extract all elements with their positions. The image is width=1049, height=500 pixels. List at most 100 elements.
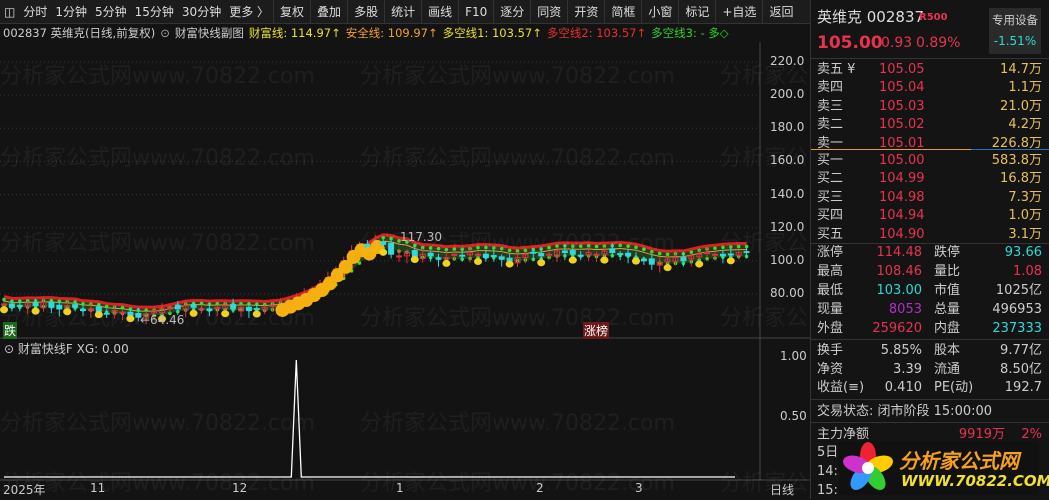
period-tab[interactable]: 1分钟 [55, 4, 87, 19]
toolbar-button[interactable]: 同资 [530, 0, 567, 24]
bid-label: 买五 [817, 226, 844, 242]
fund-value: 8.50亿 [1000, 361, 1042, 377]
candle-body [119, 311, 126, 314]
quote-row: 卖四 105.04 1.1万 [811, 78, 1049, 97]
toolbar-button[interactable]: 多股 [347, 0, 384, 24]
green-dot [144, 308, 148, 312]
quote-row: 买二 104.99 16.8万 [811, 169, 1049, 188]
indicator-toggle-icon[interactable]: ⊙ [160, 26, 170, 40]
sector-box[interactable]: 专用设备 -1.51% [989, 8, 1041, 54]
green-dot [381, 235, 386, 240]
price-pct: 0.89% [916, 35, 961, 51]
candle-body [56, 304, 63, 310]
sector-pct: -1.51% [993, 34, 1037, 48]
y-tick-label: 200.0 [770, 87, 805, 102]
wealth-band [4, 234, 747, 316]
five-day-label: 5日 [817, 445, 839, 460]
stat-value: 108.46 [876, 264, 923, 279]
gold-marker [600, 256, 609, 264]
bid-label: 买三 [817, 189, 844, 205]
indicator-toggle-icon[interactable]: ⊙ [4, 342, 18, 356]
rise-tag: 涨榜 [583, 322, 610, 339]
toolbar-button[interactable]: 返回 [762, 0, 799, 24]
stat-label: 最低 [817, 283, 844, 298]
candle-body [388, 242, 395, 255]
candle-body [245, 306, 252, 312]
gold-marker [189, 309, 198, 317]
fund-label: 收益(≡) [817, 380, 865, 395]
ask-volume: 226.8万 [991, 135, 1042, 151]
gold-marker [442, 259, 451, 267]
r-badge: R500 [919, 12, 948, 23]
green-dot [515, 249, 520, 253]
green-dot [721, 245, 725, 250]
kline-chart[interactable] [0, 0, 810, 499]
chart-title: 002837 英维克(日线,前复权) [3, 26, 156, 40]
toolbar-button[interactable]: 复权 [273, 0, 310, 24]
quote-row: 主力净额 9919万 2% [811, 425, 1049, 444]
fund-label: 净资 [817, 361, 844, 377]
toolbar-button[interactable]: 小窗 [641, 0, 678, 24]
green-dot [484, 245, 488, 250]
toolbar-button[interactable]: 简框 [604, 0, 641, 24]
period-tab[interactable]: 15分钟 [134, 4, 174, 19]
period-tab[interactable]: 分时 [23, 4, 48, 19]
candle-body [143, 313, 150, 319]
candle-body [238, 306, 244, 312]
green-dot [357, 261, 362, 265]
toolbar-button[interactable]: +自选 [715, 0, 762, 24]
fund-value: 192.7 [1004, 380, 1042, 395]
green-dot [262, 302, 267, 307]
stat-value: 1025亿 [995, 283, 1042, 298]
toolbar-button[interactable]: F10 [458, 0, 493, 24]
green-dot [215, 302, 220, 306]
candle-body [182, 305, 189, 311]
green-dot [104, 304, 109, 309]
quote-row: 5日 [811, 443, 1049, 462]
quote-row: 涨停 114.48 跌停 93.66 [811, 243, 1049, 262]
candle-body [640, 258, 647, 262]
toolbar-button[interactable]: 统计 [384, 0, 421, 24]
period-tab[interactable]: 30分钟 [181, 4, 222, 19]
toolbar-button[interactable]: 标记 [678, 0, 715, 24]
ask-label: 卖四 [817, 80, 844, 96]
sector-name: 专用设备 [992, 13, 1038, 27]
candle-body [24, 303, 31, 308]
candle-body [459, 254, 466, 257]
toolbar-button[interactable]: 叠加 [310, 0, 347, 24]
period-tab[interactable]: 5分钟 [95, 4, 127, 19]
quote-row: 买三 104.98 7.3万 [811, 188, 1049, 207]
candle-body [546, 253, 553, 256]
candle-body [443, 257, 450, 260]
green-dot [744, 244, 749, 249]
candle-body [48, 301, 55, 308]
bid-price: 104.98 [879, 189, 925, 205]
green-dot [657, 251, 662, 256]
green-dot [499, 246, 504, 251]
stat-value: 496953 [992, 302, 1042, 317]
gold-marker [632, 257, 640, 265]
panel-toggle-icon[interactable]: ◫ [4, 4, 16, 19]
candle-body [569, 250, 576, 255]
green-dot [444, 247, 449, 252]
y-tick-label: 80.00 [770, 286, 805, 300]
toolbar-button[interactable]: 画线 [421, 0, 458, 24]
toolbar: ◫ 分时 1分钟 5分钟 15分钟 30分钟 更多 〉复权 叠加 多股 统计 画线 F10 逐分 同资 开资… [0, 0, 810, 24]
bid-volume: 16.8万 [1000, 171, 1042, 187]
low-price-label: ←64.46 [140, 313, 185, 327]
sub-y-tick-label: 0.50 [780, 409, 807, 423]
toolbar-button[interactable]: 开资 [567, 0, 604, 24]
toolbar-button[interactable]: 逐分 [493, 0, 530, 24]
candle-body [490, 255, 497, 258]
candle-body [159, 308, 165, 314]
green-dot [405, 240, 409, 244]
green-dot [492, 246, 496, 250]
candle-body [135, 313, 142, 318]
candle-body [151, 310, 158, 314]
green-dot [642, 247, 646, 252]
stat-label: 内盘 [934, 321, 961, 336]
green-dot [634, 245, 638, 250]
period-tab[interactable]: 更多 〉 [229, 4, 270, 19]
green-dot [547, 245, 551, 250]
bid-label: 买一 [817, 153, 844, 168]
